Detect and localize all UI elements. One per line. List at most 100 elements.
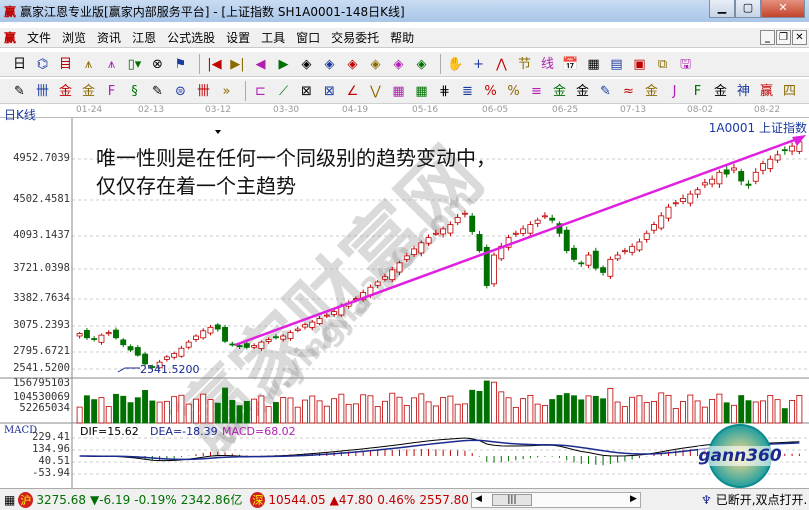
toolbar-button[interactable]: ▦ [415,83,428,99]
toolbar-button[interactable]: 金 [58,83,72,99]
toolbar-button[interactable]: J [672,83,677,99]
toolbar-button[interactable]: ▣ [633,56,646,72]
toolbar-button[interactable]: 赢 [759,83,773,99]
toolbar-button[interactable]: % [507,83,520,99]
toolbar-button[interactable]: 线 [540,56,554,72]
toolbar-button[interactable]: ◈ [416,56,427,72]
macd-value: MACD=68.02 [222,425,296,438]
toolbar-button[interactable]: 金 [644,83,658,99]
toolbar-button[interactable]: 目 [58,56,72,72]
toolbar-button[interactable]: ⌬ [36,56,49,72]
menu-item[interactable]: 公式选股 [167,31,216,45]
toolbar-button[interactable]: ◀ [255,56,266,72]
toolbar-button[interactable]: 金 [552,83,566,99]
toolbar-separator [440,54,441,74]
toolbar-button[interactable]: ⧉ [657,56,668,72]
toolbar-button[interactable]: ≣ [462,83,473,99]
toolbar-button[interactable]: ▦ [587,56,600,72]
toolbar-button[interactable]: ⊠ [324,83,335,99]
kline-chart[interactable] [0,0,809,488]
maximize-button[interactable]: ▢ [735,0,761,18]
toolbar-button[interactable]: ≡ [531,83,542,99]
volume-bar [796,395,803,424]
status-scrollbar[interactable]: ◀ ||| ▶ [470,491,641,508]
sz-amount: 2557.80 [419,492,469,507]
toolbar-button[interactable]: ◈ [393,56,404,72]
candle [258,341,265,349]
toolbar-drawing: ✎ 卌金金 F § ✎ ⊜ 卌» ⊏ ⟋ ⊠ ⊠ ∠ ⋁ ▦ ▦ ⋕ ≣%% ≡ 金金 ✎ ≈ 金 J F 金神赢四 [0,79,809,104]
toolbar-button[interactable]: ⊠ [301,83,312,99]
toolbar-button[interactable]: ✎ [152,83,163,99]
toolbar-button[interactable]: + [473,56,484,72]
toolbar-button[interactable]: ▯▾ [127,56,142,72]
toolbar-button[interactable]: 金 [81,83,95,99]
toolbar-button[interactable]: 四 [782,83,796,99]
toolbar-button[interactable]: ⩚ [107,56,116,72]
menu-item[interactable]: 工具 [261,31,286,45]
toolbar-button[interactable]: F [107,83,116,99]
toolbar-button[interactable]: ◈ [370,56,381,72]
volume-bar [142,390,149,424]
toolbar-button[interactable]: F [693,83,702,99]
toolbar-button[interactable]: ✋ [447,56,464,72]
toolbar-button[interactable]: ▶ [278,56,289,72]
mdi-close-button[interactable]: ✕ [792,30,807,45]
menu-item[interactable]: 文件 [27,31,52,45]
toolbar-button[interactable]: |◀ [207,56,222,72]
volume-bar [236,405,243,424]
close-button[interactable]: ✕ [761,0,805,18]
menu-item[interactable]: 帮助 [390,31,415,45]
toolbar-button[interactable]: 金 [713,83,727,99]
toolbar-button[interactable]: ≈ [623,83,634,99]
toolbar-button[interactable]: ▤ [610,56,623,72]
candle [643,232,650,240]
toolbar-button[interactable]: ⚑ [174,56,187,72]
toolbar-button[interactable]: 金 [575,83,589,99]
toolbar-button[interactable]: ⊗ [152,56,163,72]
toolbar-button[interactable]: ◈ [324,56,335,72]
toolbar-button[interactable]: ▶| [230,56,245,72]
menu-item[interactable]: 资讯 [97,31,122,45]
toolbar-button[interactable]: » [222,83,231,99]
toolbar-button[interactable]: ⊜ [175,83,186,99]
toolbar-button[interactable]: ⋀ [496,56,507,72]
toolbar-button[interactable]: ◈ [347,56,358,72]
menu-item[interactable]: 浏览 [62,31,87,45]
toolbar-button[interactable]: % [484,83,497,99]
volume-bar [462,403,468,424]
menu-item[interactable]: 交易委托 [331,31,380,45]
mdi-restore-button[interactable]: ❐ [776,30,791,45]
toolbar-button[interactable]: ∠ [346,83,359,99]
connection-status[interactable]: 已断开,双点打开. [715,493,808,507]
toolbar-button[interactable]: ✎ [600,83,611,99]
toolbar-button[interactable]: ⟋ [278,83,289,99]
toolbar-button[interactable]: ✎ [14,83,25,99]
minimize-button[interactable]: ▁ [709,0,735,18]
date-axis: 01-24 02-13 03-12 03-30 04-19 05-16 06-05 06-25… [0,104,809,118]
toolbar-button[interactable]: 📅 [562,56,579,72]
toolbar-button[interactable]: ⋁ [370,83,381,99]
toolbar-button[interactable]: ⋕ [439,83,450,99]
volume-bar [614,401,621,424]
volume-bar [781,408,788,424]
toolbar-button[interactable]: ⊏ [255,83,266,99]
calendar-icon[interactable]: ▦ [4,492,16,507]
toolbar-button[interactable]: § [131,83,138,99]
toolbar-button[interactable]: ▦ [392,83,405,99]
mdi-minimize-button[interactable]: _ [760,30,775,45]
volume-bar [243,401,250,424]
toolbar-button[interactable]: ◈ [301,56,312,72]
scroll-thumb[interactable]: ||| [491,493,532,506]
toolbar-button[interactable]: 卌 [196,83,210,99]
macd-tick: -53.94 [32,467,70,479]
volume-bar [447,395,454,424]
toolbar-button[interactable]: 🖫 [679,56,692,72]
toolbar-button[interactable]: 神 [736,83,750,99]
toolbar-button[interactable]: 卌 [35,83,49,99]
toolbar-button[interactable]: 节 [517,56,531,72]
toolbar-button[interactable]: ⩚ [84,56,93,72]
price-tick: 2541.5200 [13,362,70,374]
menu-item[interactable]: 设置 [226,31,251,45]
menu-item[interactable]: 窗口 [296,31,321,45]
menu-item[interactable]: 江恩 [132,31,157,45]
